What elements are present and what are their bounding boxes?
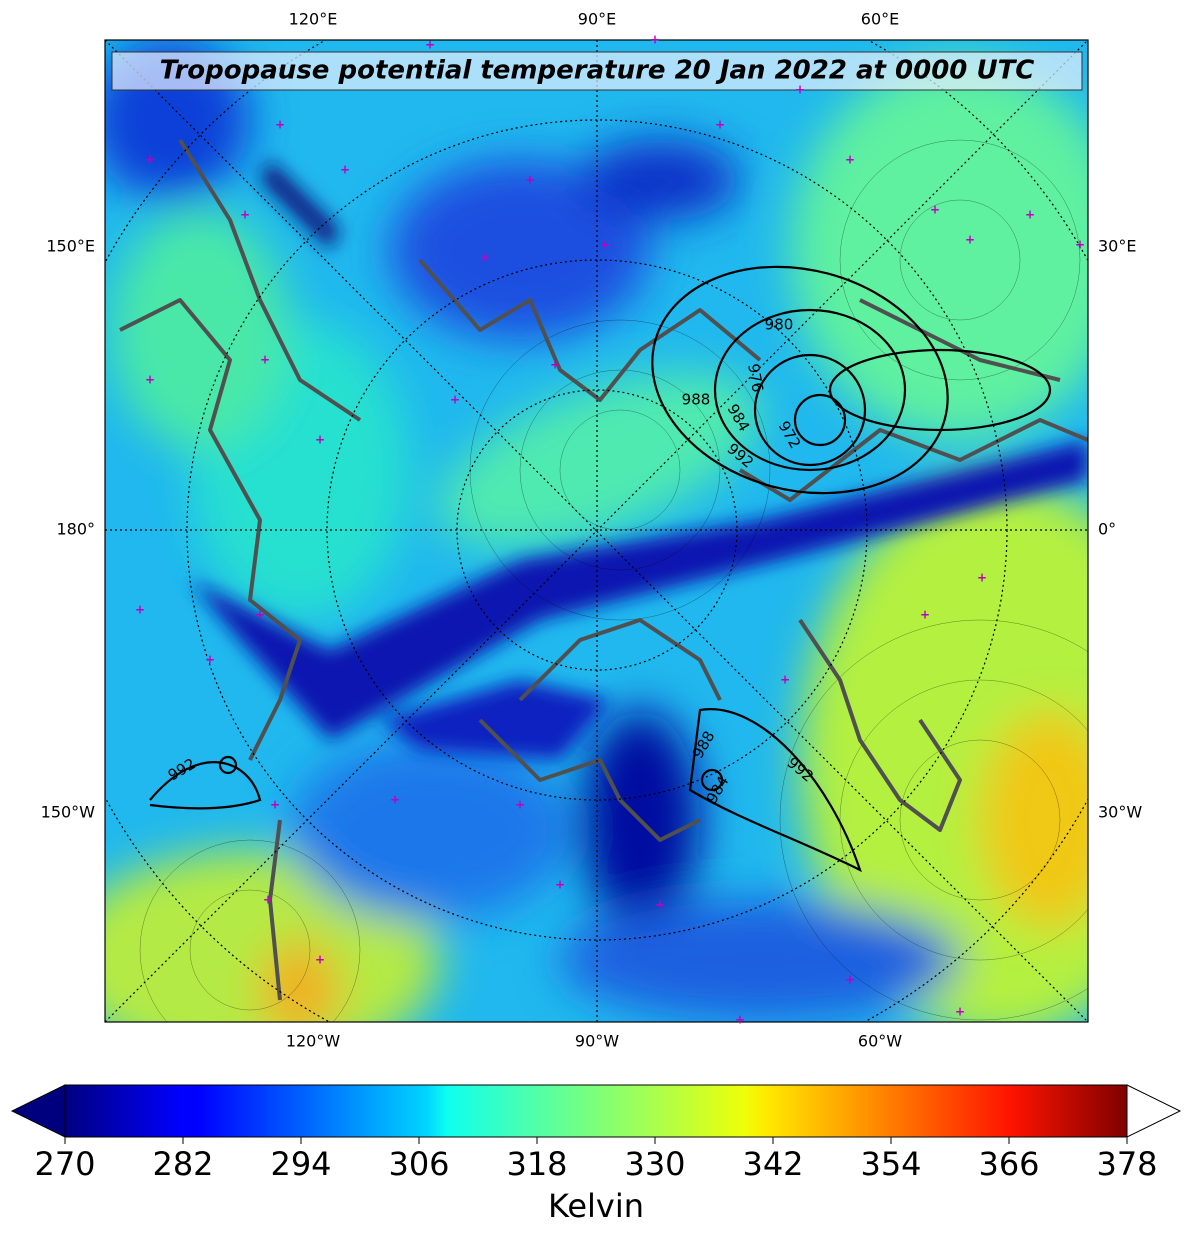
coordinate-label: 30°E [1098,237,1136,256]
coordinate-label: 150°E [46,237,95,256]
station-marker: + [145,153,155,167]
colorbar-tick-label: 306 [388,1145,449,1183]
station-marker: + [263,893,273,907]
colorbar-tick-label: 366 [978,1145,1039,1183]
station-marker: + [550,358,560,372]
station-marker: + [965,233,975,247]
title: Tropopause potential temperature 20 Jan … [160,56,1035,86]
title-box [111,51,1083,91]
station-marker: + [715,118,725,132]
station-marker: + [977,571,987,585]
station-marker: + [315,953,325,967]
station-marker: + [780,673,790,687]
station-marker: + [920,608,930,622]
station-marker: + [845,973,855,987]
colorbar-tick-label: 294 [270,1145,331,1183]
station-marker: + [555,878,565,892]
station-marker: + [735,1013,745,1027]
station-marker: + [275,118,285,132]
station-marker: + [425,38,435,52]
station-marker: + [845,153,855,167]
station-marker: + [930,203,940,217]
colorbar-tick-label: 270 [34,1145,95,1183]
station-marker: + [340,163,350,177]
station-marker: + [480,251,490,265]
coordinate-label: 90°E [578,10,616,29]
station-marker: + [1025,208,1035,222]
coordinate-label: 180° [56,520,95,539]
station-marker: + [135,603,145,617]
coordinate-label: 60°W [858,1032,902,1051]
map-frame [104,39,1089,1023]
colorbar-tick-label: 330 [624,1145,685,1183]
station-marker: + [315,433,325,447]
colorbar-extend-low [10,1084,66,1138]
map-field [105,40,1088,1022]
contour-label: 980 [765,316,794,334]
coordinate-label: 120°E [289,10,338,29]
station-marker: + [650,33,660,47]
station-marker: + [270,798,280,812]
colorbar-extend-high [1126,1084,1182,1138]
station-marker: + [525,173,535,187]
colorbar-tick-label: 318 [506,1145,567,1183]
station-marker: + [205,653,215,667]
coordinate-label: 90°W [575,1032,619,1051]
station-marker: + [450,393,460,407]
contour-label: 988 [682,391,711,409]
colorbar-tick-label: 378 [1096,1145,1157,1183]
station-marker: + [240,208,250,222]
colorbar [64,1084,1128,1138]
colorbar-label: Kelvin [548,1187,644,1225]
station-marker: + [260,353,270,367]
station-marker: + [795,83,805,97]
station-marker: + [1075,238,1085,252]
station-marker: + [145,373,155,387]
coordinate-label: 30°W [1098,803,1142,822]
station-marker: + [255,608,265,622]
station-markers: + + + + + + + + + + + + + + + + + + + + + + + + + + + + + + + + + + + + + [135,33,1085,1027]
station-marker: + [655,898,665,912]
colorbar-tick-label: 354 [860,1145,921,1183]
coordinate-label: 120°W [286,1032,341,1051]
colorbar-tick-label: 342 [742,1145,803,1183]
contour-label: 976 [744,362,767,393]
station-marker: + [955,1005,965,1019]
coordinate-label: 150°W [41,803,96,822]
station-marker: + [600,238,610,252]
station-marker: + [515,798,525,812]
colorbar-tick-label: 282 [152,1145,213,1183]
coordinate-label: 0° [1098,520,1116,539]
coordinate-label: 60°E [861,10,899,29]
station-marker: + [390,793,400,807]
